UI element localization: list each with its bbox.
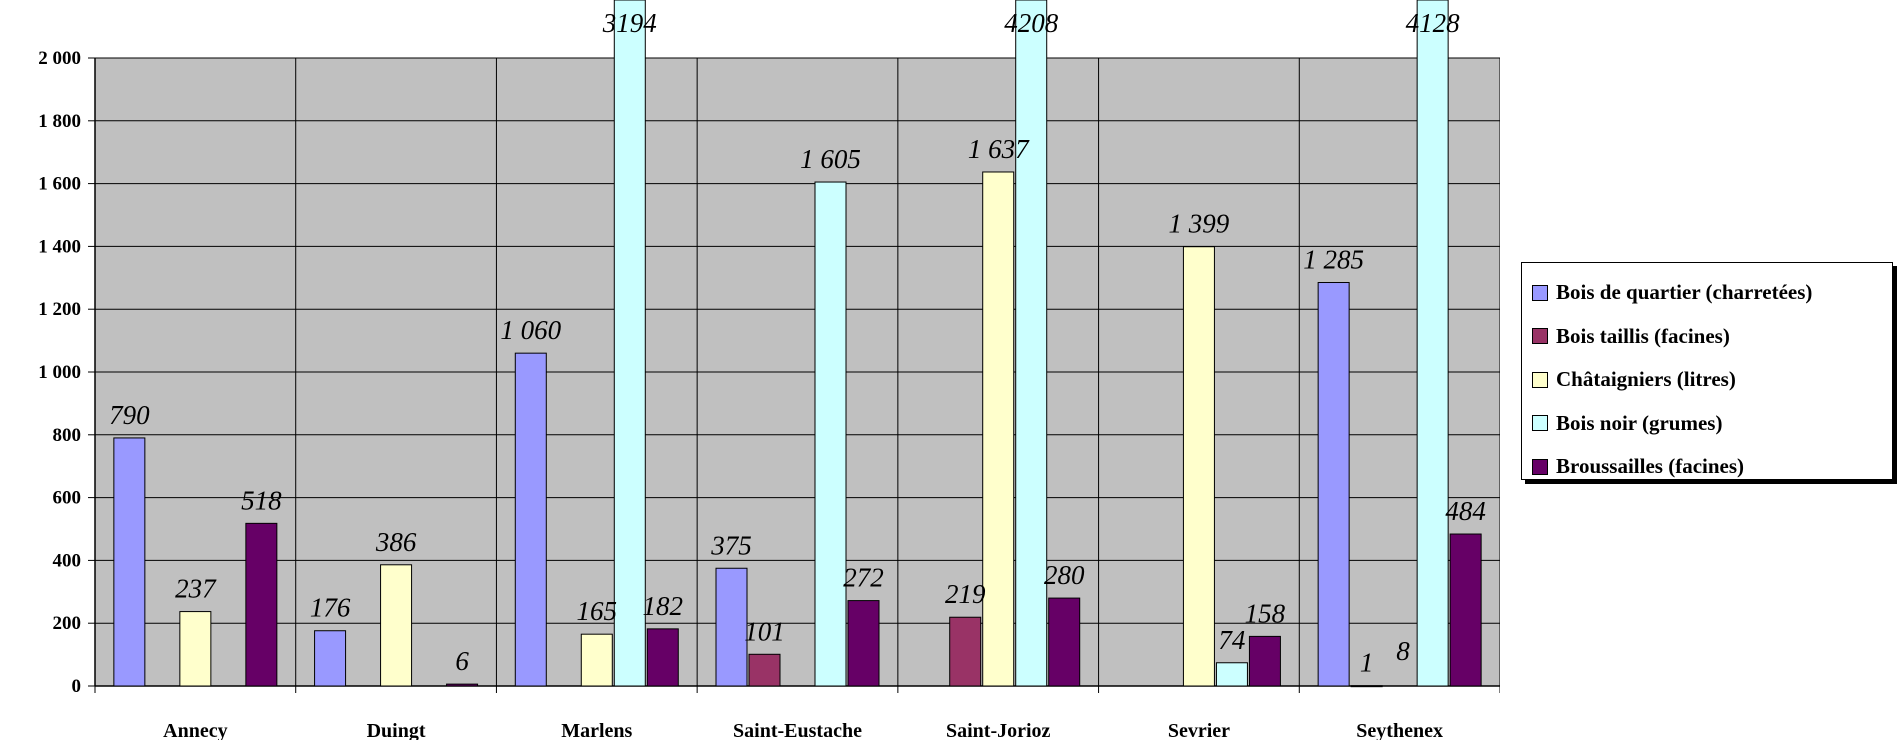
legend-item: Châtaigniers (litres) [1532,358,1892,402]
y-tick-label: 2 000 [38,48,81,69]
bar [1248,635,1281,687]
bar [1215,662,1248,687]
legend-label: Bois noir (grumes) [1556,410,1723,435]
bar [1416,0,1449,687]
data-label: 1 [1360,648,1374,678]
category-label: Seythenex [1356,720,1443,740]
y-tick-label: 600 [53,488,82,509]
y-tick-label: 1 000 [38,362,81,383]
bar [1350,685,1383,688]
legend-label: Bois taillis (facines) [1556,323,1730,348]
bars [113,0,1482,688]
x-axis: Annecy Duingt Marlens Saint-Eustache Saint-J… [94,685,1500,740]
legend-swatch [1532,415,1548,432]
data-label: 518 [241,485,282,515]
y-tick-label: 800 [53,425,82,446]
data-label: 386 [375,527,417,557]
bar [814,181,847,687]
data-label: 790 [109,400,150,430]
bar [314,630,347,687]
data-label: 1 060 [500,315,561,345]
bar [1048,597,1081,687]
data-label: 158 [1245,598,1286,628]
bar [715,567,748,687]
legend-label: Broussailles (facines) [1556,454,1745,479]
bar-chart: 0 200 400 600 800 1 000 1 200 1 400 1 600 1 800 2 … [38,0,1500,740]
data-label: 6 [455,646,469,676]
y-tick-label: 1 400 [38,236,81,257]
legend-item: Bois taillis (facines) [1532,315,1892,359]
data-label: 280 [1044,560,1085,590]
category-label: Annecy [163,720,227,740]
category-label: Saint-Eustache [733,720,862,740]
data-label: 1 605 [800,144,861,174]
bar [613,0,646,687]
legend-label: Châtaigniers (litres) [1556,367,1736,392]
bar [1015,0,1048,687]
bar [1317,282,1350,687]
data-label: 1 637 [968,134,1030,164]
data-label: 74 [1218,625,1245,655]
data-label: 176 [310,593,351,623]
data-label: 237 [175,574,217,604]
bar [1449,533,1482,687]
bar [1182,246,1215,687]
category-label: Sevrier [1168,720,1230,740]
bar [446,683,479,687]
data-label: 165 [577,596,618,626]
category-label: Duingt [367,720,426,740]
y-tick-label: 1 600 [38,174,81,195]
data-label: 4208 [1004,8,1059,38]
data-label: 1 285 [1303,245,1364,275]
bar [245,522,278,687]
legend-item: Bois de quartier (charretées) [1532,271,1892,315]
data-labels: 790 176 1 060 375 1 285 101 219 1 237 386 165 1 637… [109,8,1486,678]
bar [646,628,679,687]
legend-item: Broussailles (facines) [1532,445,1892,489]
bar [514,352,547,687]
y-tick-label: 400 [53,550,82,571]
data-label: 8 [1396,636,1410,666]
legend-swatch [1532,458,1548,475]
y-axis: 0 200 400 600 800 1 000 1 200 1 400 1 600 1 800 2 … [38,48,96,697]
data-label: 484 [1445,496,1486,526]
category-label: Marlens [561,720,632,740]
data-label: 3194 [602,8,657,38]
data-label: 182 [643,591,684,621]
y-tick-label: 200 [53,613,82,634]
y-tick-label: 1 200 [38,299,81,320]
category-label: Saint-Jorioz [946,720,1051,740]
legend-label: Bois de quartier (charretées) [1556,280,1813,305]
bar [949,616,982,687]
legend-swatch [1532,284,1548,301]
bar [380,564,413,687]
bar [179,611,212,687]
legend-item: Bois noir (grumes) [1532,402,1892,446]
bar [982,171,1015,687]
legend-swatch [1532,371,1548,388]
data-label: 1 399 [1169,209,1230,239]
y-tick-label: 0 [72,676,82,697]
legend-swatch [1532,328,1548,345]
legend: Bois de quartier (charretées) Bois tailli… [1521,262,1893,480]
data-label: 4128 [1406,8,1461,38]
data-label: 375 [710,530,752,560]
y-tick-label: 1 800 [38,111,81,132]
bar [113,437,146,687]
bar [847,600,880,687]
data-label: 272 [843,563,884,593]
data-label: 219 [945,579,986,609]
bar [748,653,781,687]
data-label: 101 [744,616,785,646]
gridlines [94,57,1500,687]
bar [580,633,613,687]
